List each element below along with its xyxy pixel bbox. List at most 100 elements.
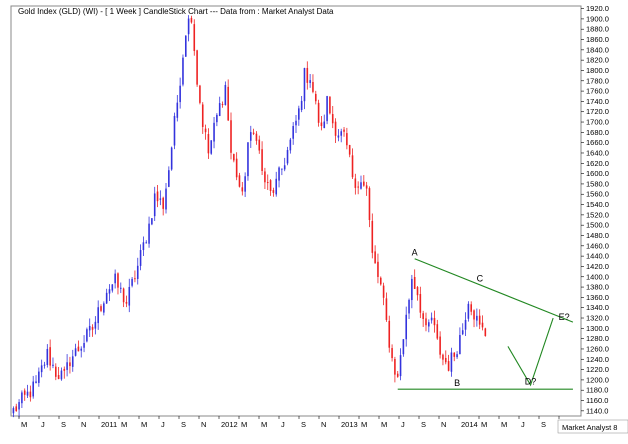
- candle-body: [83, 343, 85, 348]
- candle-body: [363, 181, 365, 186]
- x-tick-label: J: [41, 420, 45, 429]
- y-tick-label: 1740.0: [586, 97, 609, 106]
- candle-body: [368, 188, 371, 221]
- candle-body: [32, 381, 34, 397]
- y-tick-label: 1180.0: [586, 386, 608, 395]
- x-tick-label: 2011: [101, 420, 117, 429]
- y-tick-label: 1380.0: [586, 283, 609, 292]
- candle-body: [97, 307, 99, 324]
- candle-body: [227, 86, 229, 121]
- y-tick-label: 1480.0: [586, 231, 609, 240]
- candle-body: [249, 132, 252, 141]
- candle-body: [128, 286, 131, 306]
- y-tick-label: 1700.0: [586, 118, 609, 127]
- trendline-upper: [414, 258, 574, 323]
- x-tick-label: M: [261, 420, 267, 429]
- candle-layer: [12, 15, 487, 418]
- candle-body: [88, 325, 91, 331]
- candle-body: [80, 348, 83, 351]
- plot-frame: [10, 5, 582, 417]
- candle-body: [428, 322, 430, 327]
- y-tick-label: 1660.0: [586, 138, 609, 147]
- candle-body: [247, 142, 249, 177]
- x-tick-label: J: [401, 420, 405, 429]
- candle-body: [66, 362, 68, 370]
- candle-body: [117, 273, 119, 288]
- x-tick-label: J: [521, 420, 525, 429]
- annotation-label: C: [477, 273, 484, 283]
- candle-body: [21, 392, 23, 404]
- candle-body: [275, 178, 278, 195]
- y-tick-label: 1420.0: [586, 262, 609, 271]
- candle-body: [238, 175, 241, 187]
- y-tick-label: 1520.0: [586, 210, 609, 219]
- candle-body: [365, 185, 368, 189]
- candle-body: [86, 329, 88, 342]
- candle-body: [396, 373, 399, 377]
- x-tick-label: S: [301, 420, 306, 429]
- candle-body: [357, 186, 359, 188]
- candle-body: [218, 103, 221, 117]
- x-tick-label: 2014: [461, 420, 478, 429]
- x-tick-label: M: [381, 420, 387, 429]
- y-tick-label: 1840.0: [586, 45, 609, 54]
- x-tick-label: N: [81, 420, 86, 429]
- y-tick-label: 1200.0: [586, 375, 609, 384]
- candle-body: [190, 17, 193, 23]
- x-tick-label: N: [201, 420, 206, 429]
- candle-body: [182, 57, 184, 85]
- candle-body: [230, 120, 232, 153]
- annotation-label: E?: [559, 312, 570, 322]
- candle-body: [213, 122, 215, 142]
- candle-body: [38, 371, 40, 383]
- candle-body: [210, 140, 213, 154]
- candle-body: [145, 242, 148, 244]
- candle-body: [165, 188, 167, 210]
- y-tick-label: 1640.0: [586, 148, 609, 157]
- candle-body: [204, 128, 207, 133]
- candle-body: [103, 303, 105, 313]
- candle-body: [286, 150, 289, 164]
- candle-body: [71, 356, 74, 367]
- candle-body: [278, 167, 280, 181]
- y-tick-label: 1720.0: [586, 107, 609, 116]
- annotation-label: B: [454, 378, 460, 388]
- candle-body: [283, 165, 286, 170]
- candle-body: [63, 368, 66, 371]
- candle-body: [340, 131, 343, 136]
- candle-body: [114, 273, 116, 284]
- candle-body: [23, 390, 26, 395]
- candle-body: [459, 335, 461, 355]
- candle-body: [224, 84, 227, 105]
- y-tick-label: 1920.0: [586, 4, 609, 13]
- candle-body: [461, 330, 464, 335]
- candle-body: [26, 391, 29, 396]
- x-tick-label: M: [21, 420, 27, 429]
- y-tick-label: 1580.0: [586, 179, 609, 188]
- candle-body: [40, 365, 43, 373]
- y-tick-label: 1760.0: [586, 87, 609, 96]
- candle-body: [289, 139, 292, 151]
- candle-body: [199, 85, 201, 103]
- candle-body: [134, 278, 136, 280]
- candle-body: [317, 102, 320, 123]
- candle-body: [196, 50, 198, 85]
- candle-body: [43, 364, 46, 366]
- candle-body: [221, 104, 224, 106]
- y-tick-label: 1540.0: [586, 200, 609, 209]
- candle-body: [323, 121, 326, 129]
- candle-body: [176, 102, 179, 118]
- credit-box: [557, 419, 628, 434]
- y-tick-label: 1360.0: [586, 293, 609, 302]
- candle-body: [46, 348, 49, 365]
- y-tick-label: 1780.0: [586, 76, 609, 85]
- candle-body: [430, 317, 433, 321]
- candle-body: [111, 284, 114, 291]
- x-tick-label: M: [241, 420, 247, 429]
- candle-body: [168, 170, 170, 187]
- candle-body: [91, 326, 94, 330]
- x-tick-label: S: [61, 420, 66, 429]
- candle-body: [49, 347, 51, 366]
- candle-body: [235, 158, 238, 178]
- candle-body: [343, 129, 345, 132]
